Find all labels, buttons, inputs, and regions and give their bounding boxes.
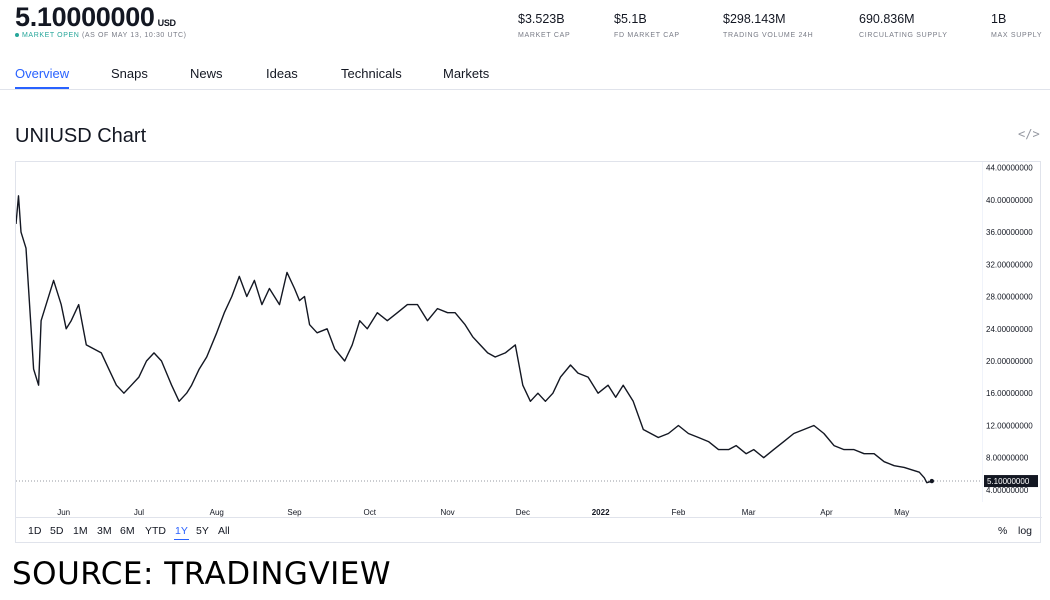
y-tick-label: 40.00000000 [986,196,1033,205]
x-tick-label: Apr [820,508,833,517]
x-tick-label: 2022 [592,508,610,517]
y-tick-label: 20.00000000 [986,357,1033,366]
stat-label: TRADING VOLUME 24H [723,32,814,39]
source-caption: SOURCE: TRADINGVIEW [12,556,392,592]
x-tick-label: Jul [134,508,144,517]
y-tick-label: 8.00000000 [986,454,1029,463]
stat-circulating-supply: 690.836M CIRCULATING SUPPLY [859,12,948,39]
price-chart[interactable]: 44.00000000 40.00000000 36.00000000 32.0000… [16,162,1042,544]
y-tick-label: 4.00000000 [986,486,1029,495]
range-3m[interactable]: 3M [97,525,112,537]
x-tick-label: Feb [672,508,686,517]
stat-label: MARKET CAP [518,32,571,39]
range-6m[interactable]: 6M [120,525,135,537]
price-currency: USD [157,18,176,28]
tab-news[interactable]: News [190,66,223,81]
tab-overview[interactable]: Overview [15,66,70,89]
stat-label: CIRCULATING SUPPLY [859,32,948,39]
last-price-label-box [984,475,1038,488]
x-tick-label: Dec [516,508,530,517]
x-tick-label: Aug [210,508,224,517]
status-dot-icon [15,33,19,38]
market-open-label: MARKET OPEN [22,32,80,39]
last-price-marker [929,478,935,484]
tab-snaps[interactable]: Snaps [111,66,148,81]
stat-value: $298.143M [723,12,786,26]
range-5d[interactable]: 5D [50,525,64,537]
tab-ideas[interactable]: Ideas [266,66,298,81]
range-1m[interactable]: 1M [73,525,88,537]
y-tick-label: 32.00000000 [986,260,1033,269]
stat-value: $5.1B [614,12,647,26]
chart-container[interactable]: 44.00000000 40.00000000 36.00000000 32.0000… [15,161,1042,544]
x-tick-label: Sep [287,508,302,517]
y-tick-label: 28.00000000 [986,293,1033,302]
market-status-time: (AS OF MAY 13, 10:30 UTC) [81,32,187,39]
range-1d[interactable]: 1D [28,525,42,537]
x-tick-label: Nov [440,508,454,517]
last-price-label: 5.10000000 [987,477,1030,486]
range-5y[interactable]: 5Y [196,525,209,537]
chart-title: UNIUSD Chart [15,125,147,147]
x-tick-label: May [894,508,909,517]
x-tick-label: Oct [364,508,377,517]
y-tick-label: 24.00000000 [986,325,1033,334]
price-value: 5.10000000 [15,2,155,32]
range-ytd[interactable]: YTD [145,525,166,537]
y-tick-label: 44.00000000 [986,164,1033,173]
stat-fd-market-cap: $5.1B FD MARKET CAP [614,12,680,39]
stat-max-supply: 1B MAX SUPPLY [991,12,1042,39]
market-status: MARKET OPEN (AS OF MAY 13, 10:30 UTC) [15,32,187,39]
stat-label: FD MARKET CAP [614,32,680,39]
range-all[interactable]: All [218,525,230,537]
log-toggle[interactable]: log [1018,525,1033,537]
price-display: 5.10000000 USD [15,2,176,33]
tabs-divider [0,89,1050,90]
y-tick-label: 36.00000000 [986,228,1033,237]
y-tick-label: 12.00000000 [986,421,1033,430]
tab-markets[interactable]: Markets [443,66,490,81]
stat-value: 1B [991,12,1007,26]
stat-value: $3.523B [518,12,565,26]
stat-value: 690.836M [859,12,915,26]
percent-toggle[interactable]: % [998,525,1008,537]
x-tick-label: Mar [742,508,756,517]
code-embed-icon[interactable]: </> [1018,127,1040,141]
y-tick-label: 16.00000000 [986,389,1033,398]
stat-label: MAX SUPPLY [991,32,1043,39]
x-tick-label: Jun [57,508,70,517]
range-1y[interactable]: 1Y [174,525,189,540]
stat-trading-volume: $298.143M TRADING VOLUME 24H [723,12,813,39]
stat-market-cap: $3.523B MARKET CAP [518,12,570,39]
tab-technicals[interactable]: Technicals [341,66,402,81]
price-series-line [16,195,933,484]
